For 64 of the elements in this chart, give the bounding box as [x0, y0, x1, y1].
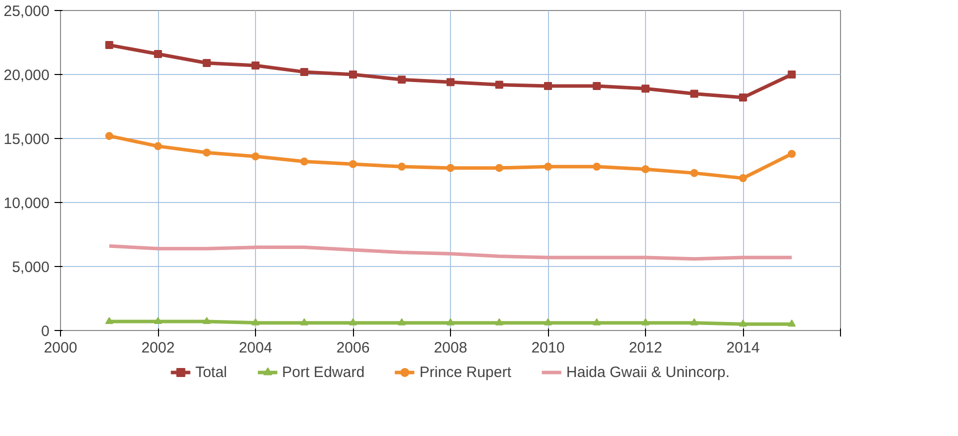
y-tick-label: 15,000: [4, 131, 50, 148]
point: [398, 318, 406, 326]
point: [495, 164, 504, 172]
legend-label: Total: [195, 364, 228, 380]
point: [788, 70, 796, 78]
y-tick-label: 10,000: [4, 195, 50, 212]
point: [446, 78, 454, 86]
point: [252, 62, 260, 70]
point: [300, 68, 308, 76]
point: [154, 317, 162, 324]
point: [788, 150, 796, 158]
point: [105, 132, 114, 140]
point: [300, 158, 308, 166]
x-tick-label: 2002: [141, 340, 175, 356]
y-tick-label: 20,000: [4, 67, 50, 84]
point: [349, 70, 357, 78]
point: [446, 164, 454, 172]
point: [739, 94, 747, 102]
x-tick-label: 2004: [238, 340, 272, 356]
x-tick-label: 2006: [336, 340, 370, 356]
point: [154, 50, 162, 58]
point: [202, 148, 211, 157]
point: [154, 142, 162, 150]
point: [690, 169, 698, 178]
legend-label: Prince Rupert: [420, 364, 512, 380]
y-tick-label: 25,000: [4, 3, 50, 20]
line-series: [108, 244, 794, 261]
point: [592, 162, 601, 171]
point: [642, 84, 650, 93]
x-tick-label: 2012: [628, 340, 662, 356]
point: [105, 317, 114, 324]
point: [739, 320, 747, 327]
point: [544, 318, 552, 326]
point: [105, 41, 114, 50]
point: [202, 58, 211, 67]
x-tick-label: 2010: [531, 340, 565, 356]
point: [690, 318, 698, 326]
y-tick-label: 0: [41, 323, 50, 340]
point: [446, 318, 454, 326]
point: [544, 162, 552, 171]
point: [398, 162, 406, 171]
point: [252, 152, 260, 160]
y-tick-label: 5,000: [12, 259, 50, 276]
x-tick-label: 2014: [726, 340, 760, 356]
point: [544, 82, 552, 90]
legend-label: Haida Gwaii & Unincorp.: [566, 364, 730, 380]
point: [398, 76, 406, 84]
point: [495, 80, 504, 89]
legend-label: Port Edward: [282, 364, 365, 380]
point: [300, 318, 308, 326]
point: [349, 318, 357, 326]
point: [495, 318, 504, 326]
point: [202, 317, 211, 324]
point: [252, 318, 260, 326]
x-tick-label: 2000: [44, 340, 78, 356]
point: [642, 165, 650, 174]
point: [592, 318, 601, 326]
point: [690, 90, 698, 98]
point: [739, 174, 747, 182]
point: [642, 318, 650, 326]
point: [592, 82, 601, 90]
point: [788, 320, 796, 327]
point: [349, 160, 357, 168]
x-tick-label: 2008: [434, 340, 468, 356]
